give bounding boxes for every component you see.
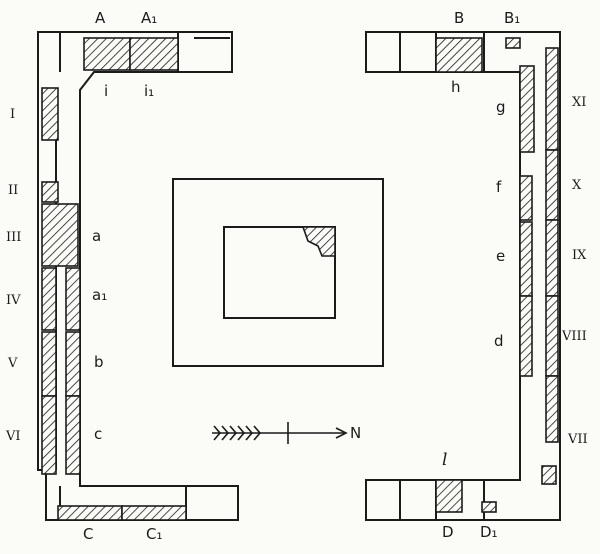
- label-roman-I: I: [10, 107, 16, 122]
- hatch-small-right: [541, 465, 557, 485]
- label-roman-III: III: [6, 230, 22, 245]
- label-roman-IX: IX: [572, 248, 587, 263]
- label-roman-IV: IV: [6, 293, 21, 308]
- hatch-V-outer: [41, 331, 57, 397]
- label-roman-V: V: [8, 356, 18, 371]
- label-roman-VIII: VIII: [562, 329, 587, 344]
- label-B1: B₁: [504, 9, 521, 27]
- hatch-g: [519, 65, 535, 153]
- hatch-V-inner: [65, 331, 81, 397]
- label-roman-VII: VII: [568, 432, 588, 447]
- north-arrow: [212, 422, 348, 444]
- label-C: C: [83, 525, 94, 543]
- hatch-courtyard-corner: [301, 226, 336, 257]
- north-label: N: [350, 424, 362, 442]
- label-B: B: [454, 9, 465, 27]
- hatch-IX: [545, 219, 559, 297]
- label-D1: D₁: [480, 523, 498, 541]
- hatch-D: [435, 479, 463, 513]
- hatch-B: [435, 37, 483, 73]
- hatch-VII: [545, 375, 559, 443]
- label-roman-VI: VI: [6, 429, 21, 444]
- hatch-IV-inner: [65, 267, 81, 331]
- hatch-VI-outer: [41, 395, 57, 475]
- label-g: g: [496, 98, 506, 116]
- hatch-A: [83, 37, 131, 71]
- label-A: A: [95, 9, 106, 27]
- label-roman-II: II: [8, 183, 19, 198]
- hatch-IV-outer: [41, 267, 57, 331]
- hatch-f: [519, 175, 533, 221]
- label-b: b: [94, 353, 104, 371]
- hatch-B1: [505, 37, 521, 49]
- hatch-d: [519, 295, 533, 377]
- hatch-C: [57, 505, 123, 521]
- label-c: c: [94, 425, 103, 443]
- label-h: h: [451, 78, 461, 96]
- right-wing-outline: [365, 31, 561, 521]
- label-f: f: [496, 178, 502, 196]
- label-C1: C₁: [146, 525, 163, 543]
- label-i1: i₁: [144, 82, 155, 100]
- hatch-I: [41, 87, 59, 141]
- hatch-II: [41, 181, 59, 203]
- label-d: d: [494, 332, 504, 350]
- label-l: l: [442, 450, 448, 470]
- label-i: i: [104, 82, 109, 100]
- label-a: a: [92, 227, 102, 245]
- label-roman-X: X: [572, 178, 582, 193]
- label-D: D: [442, 523, 454, 541]
- hatch-VIII: [545, 295, 559, 377]
- hatch-A1: [129, 37, 179, 71]
- hatch-X: [545, 149, 559, 221]
- courtyard-outer-square: [172, 178, 384, 367]
- label-a1: a₁: [92, 286, 108, 304]
- hatch-D1: [481, 501, 497, 513]
- hatch-XI: [545, 47, 559, 151]
- hatch-III: [41, 203, 79, 267]
- label-roman-XI: XI: [572, 95, 587, 110]
- label-e: e: [496, 247, 506, 265]
- hatch-VI-inner: [65, 395, 81, 475]
- hatch-C1: [121, 505, 187, 521]
- hatch-e: [519, 221, 533, 297]
- label-A1: A₁: [141, 9, 158, 27]
- courtyard-inner-square: [223, 226, 336, 319]
